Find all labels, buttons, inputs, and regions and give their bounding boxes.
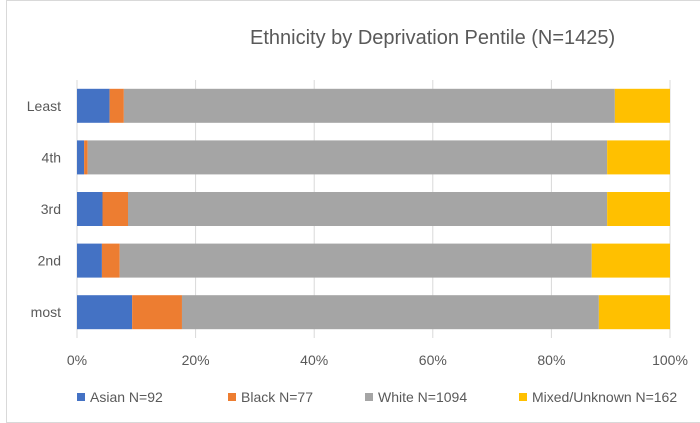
legend-swatch [519,393,527,401]
bar-segment [102,192,128,226]
bar-segment [598,295,670,330]
chart-title: Ethnicity by Deprivation Pentile (N=1425… [250,27,615,49]
bar-segment [109,88,124,123]
bar-segment [132,295,182,330]
category-label: 2nd [38,253,61,269]
legend-label: Mixed/Unknown N=162 [532,389,677,405]
bar-segment [77,140,85,175]
bar-segment [607,192,670,226]
bar-segment [614,88,670,123]
legend-label: Black N=77 [241,389,313,405]
bar-segment [591,243,670,278]
bar-segment [127,192,608,226]
bar-segment [119,243,592,278]
category-label: 4th [42,149,61,165]
x-tick-label: 40% [300,352,328,368]
bar-segment [77,192,103,226]
legend-swatch [365,393,373,401]
bar-segment [84,140,88,175]
legend-label: White N=1094 [378,389,467,405]
bar-segment [607,140,670,175]
category-label: 3rd [41,201,61,217]
bar-segment [87,140,608,175]
x-tick-label: 0% [67,352,87,368]
bar-segment [77,88,110,123]
x-tick-label: 80% [537,352,565,368]
legend-swatch [77,393,85,401]
category-label: Least [27,98,61,114]
x-tick-label: 60% [419,352,447,368]
legend-swatch [228,393,236,401]
bar-segment [123,88,615,123]
legend-label: Asian N=92 [90,389,163,405]
category-label: most [31,304,61,320]
bar-segment [101,243,120,278]
bar-segment [77,243,102,278]
bar-segment [181,295,599,330]
bar-segment [77,295,133,330]
x-tick-label: 20% [182,352,210,368]
x-tick-label: 100% [652,352,688,368]
